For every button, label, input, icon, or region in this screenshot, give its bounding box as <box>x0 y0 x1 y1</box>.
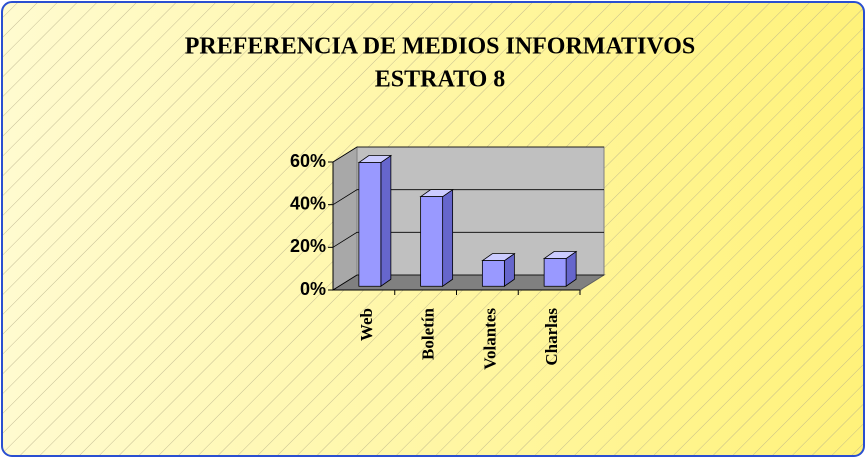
y-tick-label: 40% <box>290 193 326 213</box>
side-wall <box>332 146 358 291</box>
grid-line <box>332 189 604 206</box>
bar <box>542 250 578 288</box>
bar-side <box>442 188 454 288</box>
x-tick-label: Volantes <box>480 308 499 370</box>
bar <box>481 252 516 288</box>
bar <box>357 154 393 288</box>
grid-line <box>332 146 604 163</box>
x-tick-label: Charlas <box>542 308 561 366</box>
grid-line <box>332 231 604 248</box>
y-tick-label: 0% <box>300 279 326 299</box>
x-tick-label: Boletín <box>419 307 438 359</box>
y-tick-label: 60% <box>290 151 326 171</box>
bar-front <box>420 196 444 287</box>
chart-title: PREFERENCIA DE MEDIOS INFORMATIVOS <box>185 34 695 60</box>
chart-subtitle: ESTRATO 8 <box>375 67 506 93</box>
x-tick-label: Web <box>357 308 376 341</box>
bar-front <box>543 258 567 287</box>
bar-side <box>380 154 392 288</box>
grid-line <box>332 274 604 291</box>
y-tick-label: 20% <box>290 236 326 256</box>
bar <box>419 188 454 288</box>
plot: 0% 20% 40% 60% Web Boletín Volantes Charlas <box>290 146 606 370</box>
bar-front <box>358 162 382 287</box>
bar-front <box>481 260 505 287</box>
